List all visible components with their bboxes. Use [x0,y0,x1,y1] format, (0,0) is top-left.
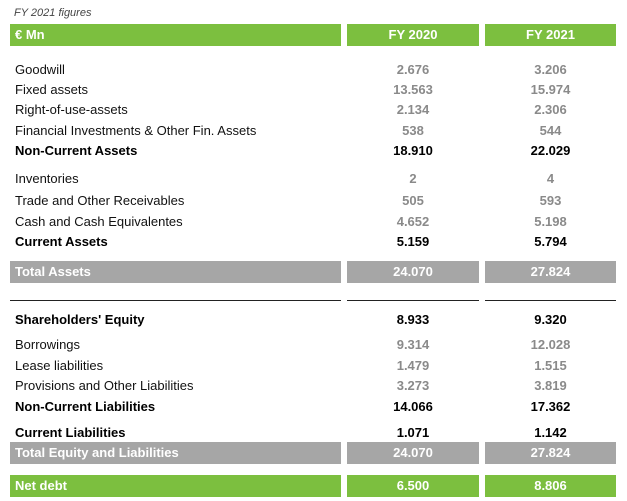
total-assets-fy2021: 27.824 [485,261,616,283]
subtotal-label: Shareholders' Equity [15,312,145,327]
row-fy2020: 4.652 [396,214,430,229]
row-fy2020: 505 [402,193,424,208]
net-debt-label: Net debt [10,475,341,497]
row-label: Borrowings [15,337,81,352]
subtotal-fy2021: 5.794 [534,234,567,249]
row-fy2021: 544 [539,123,562,138]
row-fy2020: 1.479 [396,358,430,373]
row-label: Lease liabilities [15,358,104,373]
subtotal-fy2021: 9.320 [534,312,567,327]
divider-line [347,300,479,301]
fy2021-header: FY 2021 [485,24,616,46]
row-fy2021: 5.198 [534,214,567,229]
total-equity-liabilities-fy2020: 24.070 [347,442,479,464]
subtotal-fy2020: 5.159 [396,234,430,249]
row-label: Financial Investments & Other Fin. Asset… [15,123,257,138]
divider-line [10,300,341,301]
subtotal-fy2021: 22.029 [530,143,571,158]
subtotal-fy2020: 1.071 [396,425,430,440]
row-fy2020: 9.314 [396,337,430,352]
row-label: Goodwill [15,62,65,77]
subtotal-fy2020: 18.910 [393,143,433,158]
divider-line [485,300,616,301]
row-fy2021: 15.974 [530,82,571,97]
subtotal-label: Non-Current Assets [15,143,138,158]
row-fy2020: 538 [402,123,424,138]
fy2020-header: FY 2020 [347,24,479,46]
row-fy2021: 12.028 [530,337,571,352]
row-label: Provisions and Other Liabilities [15,378,194,393]
subtotal-label: Current Liabilities [15,425,126,440]
net-debt-fy2021: 8.806 [485,475,616,497]
total-equity-liabilities-label: Total Equity and Liabilities [10,442,341,464]
unit-header: € Mn [10,24,341,46]
row-fy2020: 2 [409,171,417,186]
caption: FY 2021 figures [14,7,92,19]
row-fy2020: 3.273 [396,378,430,393]
subtotal-label: Non-Current Liabilities [15,399,156,414]
row-fy2021: 593 [539,193,562,208]
row-fy2021: 1.515 [534,358,567,373]
row-label: Cash and Cash Equivalentes [15,214,183,229]
total-assets-fy2020: 24.070 [347,261,479,283]
subtotal-fy2021: 17.362 [530,399,571,414]
subtotal-fy2020: 8.933 [396,312,430,327]
row-fy2021: 2.306 [534,102,567,117]
row-label: Trade and Other Receivables [15,193,185,208]
row-label: Right-of-use-assets [15,102,128,117]
row-label: Fixed assets [15,82,88,97]
row-fy2021: 3.819 [534,378,567,393]
row-fy2021: 4 [546,171,555,186]
net-debt-fy2020: 6.500 [347,475,479,497]
subtotal-label: Current Assets [15,234,108,249]
row-fy2020: 2.676 [396,62,430,77]
row-fy2021: 3.206 [534,62,567,77]
row-label: Inventories [15,171,79,186]
total-assets-label: Total Assets [10,261,341,283]
row-fy2020: 13.563 [393,82,433,97]
total-equity-liabilities-fy2021: 27.824 [485,442,616,464]
subtotal-fy2021: 1.142 [534,425,567,440]
row-fy2020: 2.134 [396,102,430,117]
subtotal-fy2020: 14.066 [393,399,433,414]
